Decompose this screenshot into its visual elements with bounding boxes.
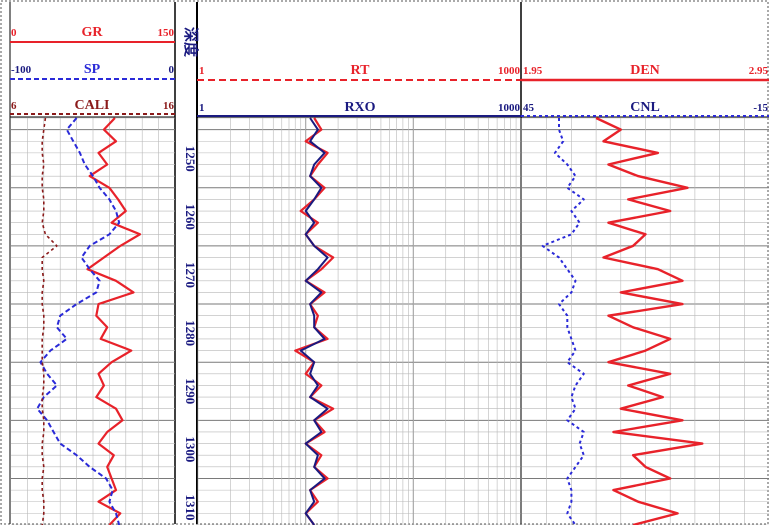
depth-tick-label: 1270 (183, 262, 198, 288)
cnl-curve-name: CNL (630, 100, 660, 115)
rxo-curve-name: RXO (344, 100, 375, 115)
sp-left-value: -100 (11, 64, 32, 76)
den-right-value: 2.95 (749, 65, 769, 77)
depth-tick-label: 1250 (183, 146, 198, 172)
track1-header: 0 GR 150 -100 SP 0 6 CALI 16 (10, 25, 175, 115)
rxo-curve (299, 117, 329, 525)
cali-curve-name: CALI (74, 98, 109, 113)
cnl-curve (541, 118, 585, 525)
depth-tick-label: 1280 (183, 320, 198, 346)
rxo-left-value: 1 (199, 102, 205, 114)
track2-grid (197, 117, 522, 525)
depth-tick-label: 1290 (183, 378, 198, 404)
sp-curve (36, 117, 121, 525)
den-curve-name: DEN (630, 63, 660, 78)
rxo-right-value: 1000 (498, 102, 521, 114)
track2-header: 1 RT 1000 1 RXO 1000 (197, 63, 521, 117)
gr-curve-name: GR (82, 25, 104, 40)
log-curves (36, 116, 704, 525)
sp-right-value: 0 (169, 64, 175, 76)
rt-curve-name: RT (351, 63, 371, 78)
gr-left-value: 0 (11, 27, 17, 39)
depth-tick-label: 1300 (183, 436, 198, 462)
gr-right-value: 150 (158, 27, 175, 39)
cnl-left-value: 45 (523, 102, 535, 114)
track1-grid (11, 117, 175, 525)
sp-curve-name: SP (84, 62, 101, 77)
rt-curve (294, 117, 335, 525)
cali-curve (41, 117, 58, 525)
rt-right-value: 1000 (498, 65, 521, 77)
rt-left-value: 1 (199, 65, 205, 77)
depth-tick-label: 1260 (183, 204, 198, 230)
den-curve (595, 116, 704, 525)
den-left-value: 1.95 (523, 65, 543, 77)
track3-grid (522, 117, 769, 525)
depth-tick-label: 1310 (183, 495, 198, 521)
cali-left-value: 6 (11, 100, 17, 112)
cnl-right-value: -15 (753, 102, 768, 114)
depth-track-title: 深度 (182, 27, 200, 58)
depth-labels: 1250 1260 1270 1280 1290 1300 1310 (183, 146, 198, 521)
track3-header: 1.95 DEN 2.95 45 CNL -15 (521, 63, 769, 117)
cali-right-value: 16 (163, 100, 175, 112)
gr-curve (86, 117, 142, 525)
